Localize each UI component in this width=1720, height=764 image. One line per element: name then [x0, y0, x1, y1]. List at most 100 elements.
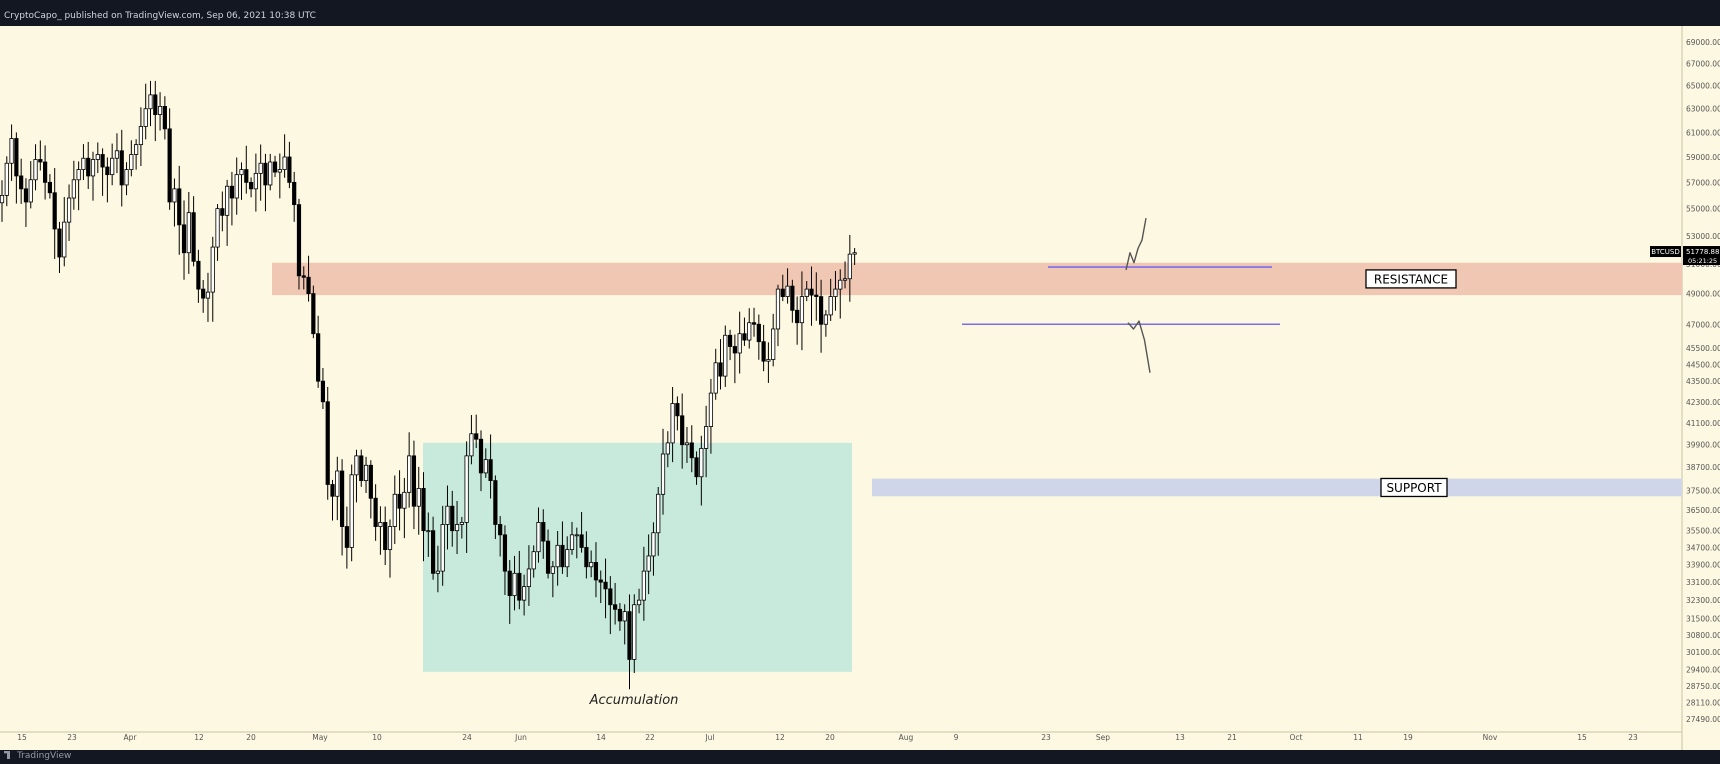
- candle: [277, 153, 282, 199]
- candle: [656, 487, 661, 556]
- candle: [613, 582, 618, 625]
- candle-body-up: [632, 604, 637, 660]
- candle: [157, 92, 163, 131]
- candle: [660, 428, 666, 515]
- candle-body-up: [646, 555, 651, 572]
- candle-body-up: [847, 253, 852, 280]
- candle: [411, 440, 417, 530]
- candle-body-up: [354, 455, 359, 476]
- candle: [474, 414, 479, 449]
- candle-body-down: [153, 94, 158, 115]
- candle: [387, 519, 393, 578]
- candle-body-up: [268, 161, 273, 186]
- candle: [76, 161, 81, 211]
- candle-body-up: [842, 278, 848, 281]
- candle-body-up: [464, 455, 469, 523]
- candle: [71, 160, 76, 210]
- candle-body-up: [129, 154, 134, 170]
- candle: [589, 550, 594, 578]
- candle-body-down: [732, 346, 737, 354]
- candle-body-down: [718, 362, 723, 377]
- candle-body-down: [560, 544, 565, 568]
- candle-body-up: [522, 586, 527, 601]
- candle: [574, 527, 579, 559]
- candle-body-down: [86, 157, 91, 177]
- candle-body-up: [124, 169, 129, 186]
- candle-body-up: [531, 551, 536, 570]
- candle: [349, 464, 354, 562]
- candle-body-down: [272, 161, 278, 173]
- candle: [4, 156, 9, 207]
- accumulation_box-label: Accumulation: [589, 693, 679, 708]
- candle: [627, 594, 632, 690]
- candle-body-up: [9, 138, 14, 164]
- candle: [81, 144, 86, 181]
- candle: [416, 466, 421, 535]
- candle-body-up: [387, 526, 393, 550]
- candle: [809, 266, 814, 326]
- candle: [301, 266, 306, 290]
- candle: [847, 234, 852, 302]
- candle-body-down: [296, 204, 302, 277]
- candle: [569, 521, 575, 555]
- candle: [670, 386, 675, 463]
- candle-body-up: [435, 570, 440, 574]
- candle-body-up: [277, 169, 282, 173]
- candle: [804, 281, 809, 302]
- candle: [646, 534, 651, 595]
- x-tick-label: 10: [372, 733, 382, 742]
- last-price-label: 51778.88: [1686, 248, 1719, 256]
- candle: [162, 96, 167, 140]
- price-axis[interactable]: [1682, 26, 1720, 752]
- candle-body-up: [766, 359, 771, 362]
- candle-body-up: [550, 566, 555, 574]
- candle: [186, 192, 191, 274]
- support_zone-label: SUPPORT: [1386, 481, 1442, 495]
- candle: [296, 198, 302, 290]
- candle: [272, 155, 278, 178]
- candle-body-down: [325, 401, 330, 485]
- y-tick-label: 49000.00: [1686, 290, 1720, 299]
- y-tick-label: 27490.00: [1686, 715, 1720, 724]
- candle-body-down: [593, 562, 599, 581]
- candle-body-up: [205, 291, 211, 299]
- candle-body-up: [66, 197, 72, 223]
- candle: [531, 545, 536, 578]
- candle: [368, 460, 373, 519]
- candle: [723, 325, 728, 387]
- candle-body-down: [397, 493, 402, 509]
- resistance_zone: [272, 262, 1682, 296]
- candle: [138, 107, 144, 167]
- candle-body-down: [57, 228, 62, 258]
- candle: [713, 348, 718, 400]
- publish-info: CryptoCapo_ published on TradingView.com…: [4, 11, 316, 21]
- candle: [579, 511, 584, 553]
- candle-body-down: [47, 181, 53, 194]
- candle-body-down: [411, 455, 417, 507]
- y-tick-label: 28750.00: [1686, 682, 1720, 691]
- candle: [196, 249, 201, 303]
- candle-body-down: [38, 159, 43, 163]
- candle-body-down: [450, 505, 455, 532]
- candle-body-down: [306, 276, 311, 295]
- candle-body-up: [704, 426, 709, 449]
- x-tick-label: 22: [645, 733, 655, 742]
- candle: [766, 342, 771, 383]
- candle: [14, 132, 19, 204]
- candle: [459, 516, 464, 539]
- candle-body-down: [119, 150, 124, 186]
- candle-body-up: [838, 279, 843, 290]
- y-tick-label: 63000.00: [1686, 105, 1720, 114]
- y-tick-label: 41100.00: [1686, 419, 1720, 428]
- candle: [651, 522, 656, 576]
- candle-body-down: [248, 181, 254, 190]
- candle-body-down: [795, 309, 800, 324]
- resistance_zone-label: RESISTANCE: [1374, 272, 1448, 286]
- candle: [215, 204, 220, 261]
- candle: [47, 174, 53, 199]
- candle-body-down: [244, 169, 249, 183]
- candle-body-down: [292, 181, 297, 206]
- y-tick-label: 69000.00: [1686, 38, 1720, 47]
- y-tick-label: 42300.00: [1686, 398, 1720, 407]
